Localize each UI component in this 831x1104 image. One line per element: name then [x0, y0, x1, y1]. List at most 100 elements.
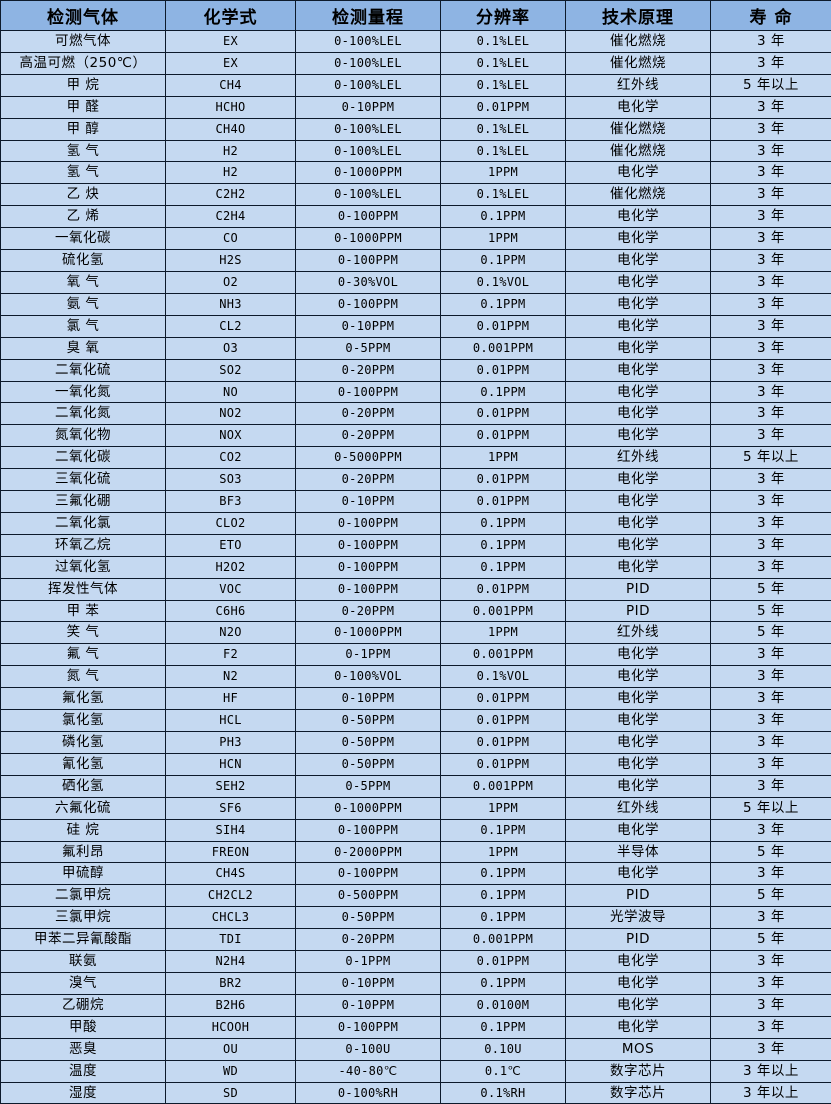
- cell-gas: 氧 气: [1, 271, 166, 293]
- cell-formula: NO: [166, 381, 296, 403]
- cell-resolution: 0.001PPM: [441, 644, 566, 666]
- cell-formula: H2: [166, 162, 296, 184]
- cell-formula: HCN: [166, 753, 296, 775]
- cell-gas: 二氯甲烷: [1, 885, 166, 907]
- cell-principle: 电化学: [566, 819, 711, 841]
- cell-lifetime: 3 年: [711, 556, 831, 578]
- cell-principle: 电化学: [566, 972, 711, 994]
- cell-formula: SF6: [166, 797, 296, 819]
- cell-resolution: 1PPM: [441, 162, 566, 184]
- cell-principle: 电化学: [566, 666, 711, 688]
- cell-range: 0-100PPM: [296, 512, 441, 534]
- cell-lifetime: 3 年: [711, 775, 831, 797]
- cell-range: 0-30%VOL: [296, 271, 441, 293]
- cell-range: 0-100%LEL: [296, 52, 441, 74]
- cell-principle: 电化学: [566, 732, 711, 754]
- cell-principle: 电化学: [566, 556, 711, 578]
- cell-principle: PID: [566, 885, 711, 907]
- cell-lifetime: 3 年: [711, 951, 831, 973]
- cell-formula: TDI: [166, 929, 296, 951]
- cell-gas: 甲 醛: [1, 96, 166, 118]
- cell-resolution: 0.01PPM: [441, 359, 566, 381]
- cell-lifetime: 3 年: [711, 688, 831, 710]
- table-header: 检测气体 化学式 检测量程 分辨率 技术原理 寿 命: [1, 1, 831, 31]
- cell-gas: 甲硫醇: [1, 863, 166, 885]
- cell-principle: 电化学: [566, 359, 711, 381]
- cell-resolution: 0.01PPM: [441, 469, 566, 491]
- cell-principle: 电化学: [566, 425, 711, 447]
- cell-range: 0-100PPM: [296, 578, 441, 600]
- cell-range: 0-100PPM: [296, 206, 441, 228]
- cell-formula: WD: [166, 1060, 296, 1082]
- cell-range: 0-100%LEL: [296, 74, 441, 96]
- cell-resolution: 0.1PPM: [441, 293, 566, 315]
- cell-lifetime: 3 年: [711, 732, 831, 754]
- cell-resolution: 0.1℃: [441, 1060, 566, 1082]
- cell-principle: PID: [566, 578, 711, 600]
- cell-formula: PH3: [166, 732, 296, 754]
- cell-formula: CLO2: [166, 512, 296, 534]
- cell-principle: 电化学: [566, 228, 711, 250]
- cell-principle: 红外线: [566, 622, 711, 644]
- cell-lifetime: 3 年: [711, 359, 831, 381]
- cell-gas: 氢 气: [1, 140, 166, 162]
- cell-formula: CL2: [166, 315, 296, 337]
- cell-resolution: 0.1PPM: [441, 534, 566, 556]
- cell-range: 0-500PPM: [296, 885, 441, 907]
- cell-range: 0-1000PPM: [296, 162, 441, 184]
- cell-resolution: 0.1PPM: [441, 250, 566, 272]
- cell-resolution: 0.1PPM: [441, 1016, 566, 1038]
- cell-resolution: 0.1PPM: [441, 972, 566, 994]
- cell-range: 0-100%LEL: [296, 184, 441, 206]
- cell-lifetime: 3 年: [711, 271, 831, 293]
- cell-resolution: 0.01PPM: [441, 710, 566, 732]
- cell-range: 0-50PPM: [296, 732, 441, 754]
- cell-gas: 高温可燃（250℃）: [1, 52, 166, 74]
- cell-resolution: 0.01PPM: [441, 491, 566, 513]
- cell-formula: H2: [166, 140, 296, 162]
- cell-principle: 红外线: [566, 447, 711, 469]
- cell-range: 0-1000PPM: [296, 622, 441, 644]
- cell-principle: 电化学: [566, 710, 711, 732]
- cell-gas: 恶臭: [1, 1038, 166, 1060]
- cell-gas: 三氧化硫: [1, 469, 166, 491]
- cell-principle: 电化学: [566, 293, 711, 315]
- cell-range: 0-10PPM: [296, 315, 441, 337]
- cell-resolution: 0.001PPM: [441, 775, 566, 797]
- cell-principle: 数字芯片: [566, 1060, 711, 1082]
- cell-gas: 硅 烷: [1, 819, 166, 841]
- cell-range: 0-100PPM: [296, 863, 441, 885]
- cell-formula: B2H6: [166, 994, 296, 1016]
- cell-principle: 电化学: [566, 162, 711, 184]
- cell-gas: 温度: [1, 1060, 166, 1082]
- cell-range: 0-10PPM: [296, 688, 441, 710]
- cell-gas: 笑 气: [1, 622, 166, 644]
- cell-resolution: 0.01PPM: [441, 578, 566, 600]
- cell-lifetime: 3 年: [711, 425, 831, 447]
- cell-range: 0-5000PPM: [296, 447, 441, 469]
- cell-lifetime: 3 年: [711, 491, 831, 513]
- cell-range: 0-10PPM: [296, 96, 441, 118]
- cell-formula: C2H4: [166, 206, 296, 228]
- cell-formula: BR2: [166, 972, 296, 994]
- cell-principle: 催化燃烧: [566, 31, 711, 53]
- cell-principle: PID: [566, 600, 711, 622]
- cell-resolution: 0.1%LEL: [441, 74, 566, 96]
- cell-lifetime: 3 年: [711, 972, 831, 994]
- cell-lifetime: 3 年: [711, 1016, 831, 1038]
- cell-lifetime: 3 年: [711, 52, 831, 74]
- cell-resolution: 1PPM: [441, 797, 566, 819]
- cell-formula: HCOOH: [166, 1016, 296, 1038]
- cell-range: 0-100%LEL: [296, 31, 441, 53]
